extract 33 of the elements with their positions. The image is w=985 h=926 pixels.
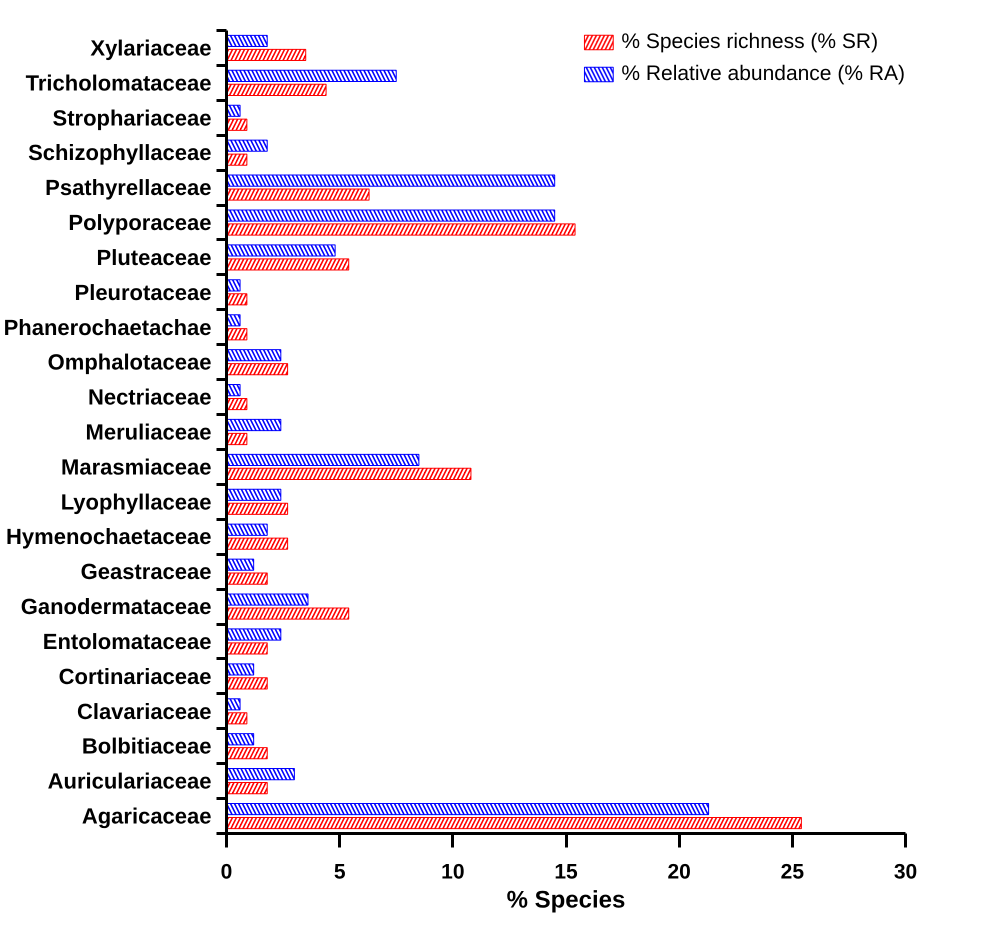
y-tick-label: Entolomataceae <box>42 628 212 654</box>
legend-label: % Relative abundance (% RA) <box>621 62 905 86</box>
y-tick-label: Strophariaceae <box>52 105 212 130</box>
y-tick-label: Pleurotaceae <box>74 280 212 305</box>
y-tick-label: Agaricaceae <box>82 804 212 829</box>
x-tick-label: 0 <box>220 860 232 884</box>
x-tick-label: 25 <box>780 860 804 884</box>
y-tick-label: Nectriaceae <box>88 384 212 410</box>
x-axis-title: % Species <box>506 886 626 914</box>
y-tick-label: Hymenochaetaceae <box>6 524 212 550</box>
y-tick-label: Meruliaceae <box>86 420 212 444</box>
y-tick-label: Ganodermataceae <box>20 594 212 620</box>
y-tick-label: Schizophyllaceae <box>28 140 212 166</box>
y-tick-label: Auriculariaceae <box>48 768 212 794</box>
y-tick-label: Geastraceae <box>80 559 212 584</box>
y-tick-label: Marasmiaceae <box>61 454 212 480</box>
y-tick-label: Pluteaceae <box>96 244 212 270</box>
y-tick-label: Xylariaceae <box>90 35 212 60</box>
y-tick-label: Polyporaceae <box>68 210 212 236</box>
y-tick-label: Phanerochaetachae <box>4 314 212 340</box>
y-tick-label: Clavariaceae <box>76 698 212 724</box>
y-tick-label: Lyophyllaceae <box>60 489 212 514</box>
x-tick-label: 15 <box>554 860 578 884</box>
x-tick-label: 10 <box>441 860 465 884</box>
y-tick-label: Tricholomataceae <box>26 70 212 96</box>
y-tick-label: Omphalotaceae <box>48 350 212 375</box>
y-tick-label: Psathyrellaceae <box>45 175 212 200</box>
y-tick-label: Cortinariaceae <box>58 664 212 689</box>
y-tick-label: Bolbitiaceae <box>82 734 212 759</box>
x-tick-label: 30 <box>894 860 918 884</box>
x-tick-label: 5 <box>334 860 346 884</box>
x-tick-label: 20 <box>667 860 691 884</box>
legend-label: % Species richness (% SR) <box>621 30 878 54</box>
